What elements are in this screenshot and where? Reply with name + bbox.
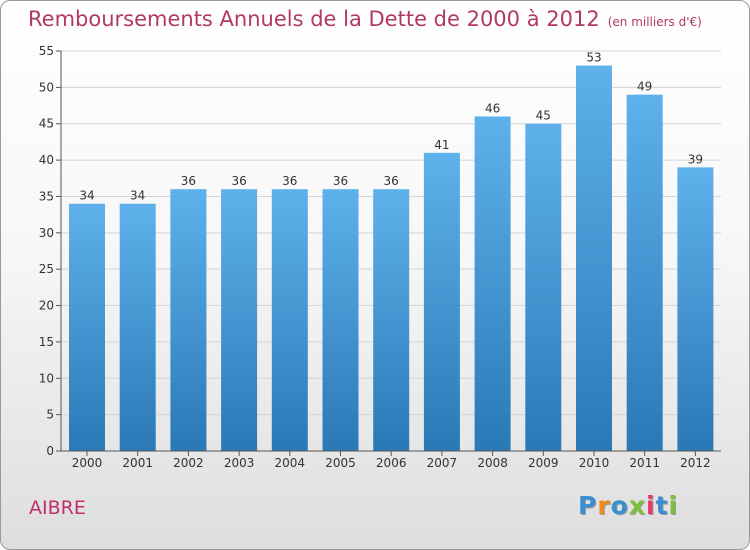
x-tick-label-2009: 2009 <box>528 456 559 470</box>
chart-title: Remboursements Annuels de la Dette de 20… <box>28 7 702 31</box>
value-label-2006: 36 <box>384 174 399 188</box>
logo-letter: i <box>646 491 656 520</box>
bar-2006[interactable] <box>373 189 410 451</box>
value-label-2002: 36 <box>181 174 196 188</box>
bar-2011[interactable] <box>626 94 663 452</box>
y-tick-label: 5 <box>46 408 54 422</box>
x-tick-label-2007: 2007 <box>427 456 458 470</box>
x-tick-label-2006: 2006 <box>376 456 407 470</box>
bar-2001[interactable] <box>119 203 156 451</box>
logo-letter: r <box>597 491 611 520</box>
commune-name: AIBRE <box>29 497 86 519</box>
logo-letter: i <box>668 491 679 520</box>
value-label-2007: 41 <box>434 138 449 152</box>
bar-2005[interactable] <box>322 189 359 451</box>
x-tick-label-2002: 2002 <box>173 456 204 470</box>
value-label-2009: 45 <box>536 109 551 123</box>
y-tick-label: 20 <box>39 299 54 313</box>
value-label-2008: 46 <box>485 101 500 115</box>
y-tick-label: 30 <box>39 226 54 240</box>
x-tick-label-2001: 2001 <box>122 456 153 470</box>
bar-2012[interactable] <box>677 167 714 451</box>
proxiti-logo[interactable]: Proxiti <box>578 491 678 520</box>
bar-2000[interactable] <box>69 203 105 451</box>
chart-title-text: Remboursements Annuels de la Dette de 20… <box>28 7 600 31</box>
x-tick-label-2010: 2010 <box>579 456 610 470</box>
y-tick-label: 10 <box>39 371 54 385</box>
value-label-2001: 34 <box>130 189 145 203</box>
logo-letter: x <box>628 491 646 520</box>
y-tick-label: 15 <box>39 335 54 349</box>
y-tick-label: 45 <box>39 117 54 131</box>
y-tick-label: 35 <box>39 189 54 203</box>
value-label-2003: 36 <box>231 174 246 188</box>
logo-letter: P <box>578 491 598 520</box>
bar-2004[interactable] <box>271 189 308 451</box>
y-tick-label: 0 <box>46 444 54 458</box>
x-tick-label-2004: 2004 <box>275 456 306 470</box>
x-tick-label-2000: 2000 <box>72 456 103 470</box>
y-tick-label: 40 <box>39 153 54 167</box>
x-tick-label-2012: 2012 <box>680 456 711 470</box>
x-tick-label-2008: 2008 <box>477 456 508 470</box>
logo-letter: t <box>655 491 669 520</box>
x-tick-label-2011: 2011 <box>629 456 660 470</box>
y-tick-label: 50 <box>39 80 54 94</box>
value-label-2000: 34 <box>79 189 94 203</box>
value-label-2004: 36 <box>282 174 297 188</box>
bar-2003[interactable] <box>221 189 258 451</box>
bar-2009[interactable] <box>525 123 562 452</box>
value-label-2012: 39 <box>688 152 703 166</box>
bar-2008[interactable] <box>474 116 511 452</box>
bar-2002[interactable] <box>170 189 207 451</box>
x-tick-label-2005: 2005 <box>325 456 356 470</box>
value-label-2010: 53 <box>586 51 601 65</box>
x-tick-label-2003: 2003 <box>224 456 255 470</box>
value-label-2011: 49 <box>637 80 652 94</box>
y-tick-label: 25 <box>39 262 54 276</box>
y-tick-label: 55 <box>39 44 54 58</box>
bar-2007[interactable] <box>423 152 460 451</box>
value-label-2005: 36 <box>333 174 348 188</box>
bar-2010[interactable] <box>576 65 612 451</box>
logo-letter: o <box>610 491 629 520</box>
chart-subtitle: (en milliers d'€) <box>607 15 702 29</box>
